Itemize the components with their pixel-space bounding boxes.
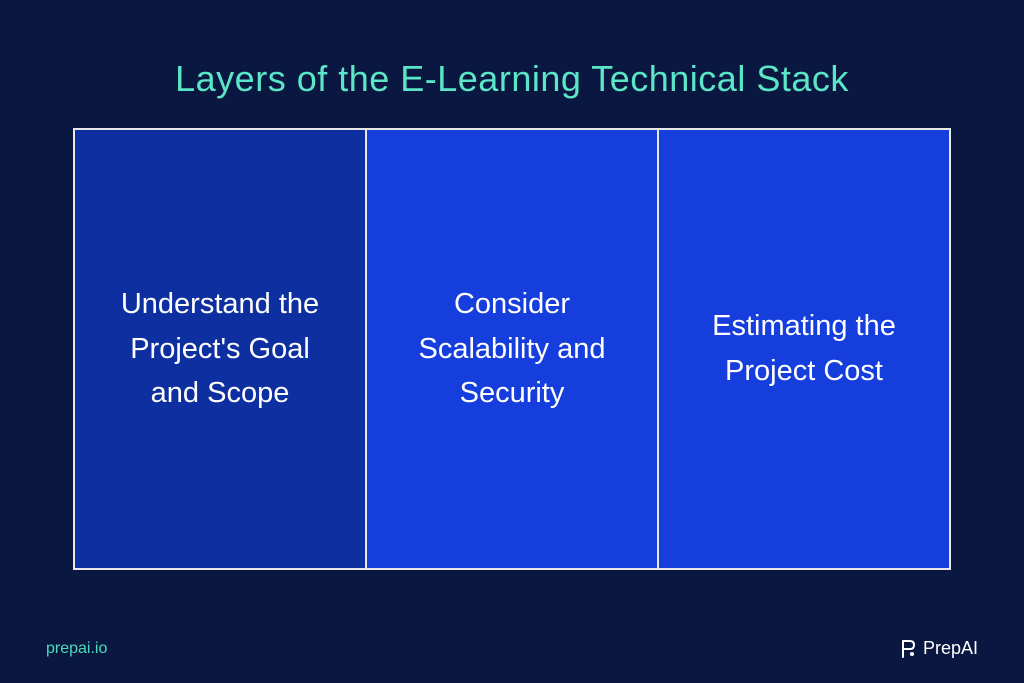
layer-cell-2-label: Consider Scalability and Security bbox=[397, 282, 627, 417]
layer-cell-3: Estimating the Project Cost bbox=[659, 130, 949, 568]
footer-url: prepai.io bbox=[46, 640, 107, 658]
layer-cell-1: Understand the Project's Goal and Scope bbox=[75, 130, 367, 568]
layers-grid: Understand the Project's Goal and Scope … bbox=[73, 128, 951, 570]
brand-logo-icon bbox=[899, 639, 917, 659]
page-title: Layers of the E-Learning Technical Stack bbox=[0, 0, 1024, 128]
layer-cell-3-label: Estimating the Project Cost bbox=[689, 304, 919, 394]
layer-cell-2: Consider Scalability and Security bbox=[367, 130, 659, 568]
layer-cell-1-label: Understand the Project's Goal and Scope bbox=[105, 282, 335, 417]
footer: prepai.io PrepAI bbox=[0, 638, 1024, 659]
brand-name: PrepAI bbox=[923, 638, 978, 659]
footer-brand: PrepAI bbox=[899, 638, 978, 659]
